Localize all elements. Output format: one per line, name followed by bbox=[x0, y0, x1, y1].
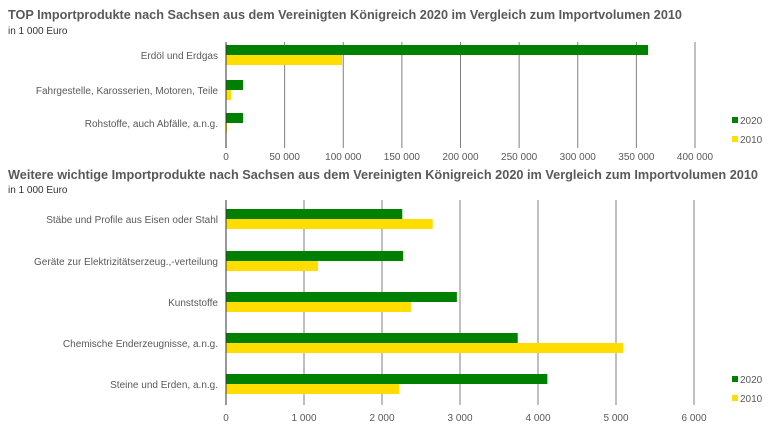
x-tick-label: 150 000 bbox=[384, 152, 421, 163]
bar-2020 bbox=[226, 45, 649, 55]
x-tick-label: 2 000 bbox=[369, 413, 394, 424]
bar-2010 bbox=[226, 90, 232, 100]
legend-swatch-2020 bbox=[732, 376, 738, 382]
chart2-title: Weitere wichtige Importprodukte nach Sac… bbox=[8, 167, 758, 182]
bar-2020 bbox=[226, 292, 457, 302]
category-label: Chemische Enderzeugnisse, a.n.g. bbox=[63, 339, 218, 350]
bar-2010 bbox=[226, 55, 343, 65]
x-tick-label: 1 000 bbox=[291, 413, 316, 424]
category-label: Erdöl und Erdgas bbox=[141, 51, 218, 62]
bar-2010 bbox=[226, 343, 624, 353]
legend-label-2010: 2010 bbox=[740, 135, 763, 146]
bar-2020 bbox=[226, 113, 244, 123]
x-tick-label: 3 000 bbox=[447, 413, 472, 424]
chart1-subtitle: in 1 000 Euro bbox=[8, 26, 68, 37]
bar-2010 bbox=[226, 261, 319, 271]
category-label: Fahrgestelle, Karosserien, Motoren, Teil… bbox=[36, 86, 219, 97]
bar-2010 bbox=[226, 302, 411, 312]
x-tick-label: 6 000 bbox=[681, 413, 706, 424]
legend-swatch-2010 bbox=[732, 395, 738, 401]
bar-2020 bbox=[226, 333, 518, 343]
legend-label-2020: 2020 bbox=[740, 375, 763, 386]
legend-swatch-2020 bbox=[732, 117, 738, 123]
x-tick-label: 0 bbox=[223, 152, 229, 163]
bar-2020 bbox=[226, 374, 548, 384]
x-tick-label: 100 000 bbox=[325, 152, 362, 163]
bar-2020 bbox=[226, 80, 244, 90]
x-tick-label: 5 000 bbox=[603, 413, 628, 424]
category-label: Kunststoffe bbox=[168, 298, 218, 309]
x-tick-label: 0 bbox=[223, 413, 229, 424]
bar-2020 bbox=[226, 251, 404, 261]
legend-swatch-2010 bbox=[732, 136, 738, 142]
category-label: Geräte zur Elektrizitätserzeug.,-verteil… bbox=[34, 257, 218, 268]
legend-label-2010: 2010 bbox=[740, 394, 763, 405]
x-tick-label: 400 000 bbox=[677, 152, 714, 163]
bar-2010 bbox=[226, 219, 433, 229]
x-tick-label: 50 000 bbox=[269, 152, 300, 163]
bar-2020 bbox=[226, 209, 403, 219]
x-tick-label: 4 000 bbox=[525, 413, 550, 424]
legend-label-2020: 2020 bbox=[740, 116, 763, 127]
x-tick-label: 200 000 bbox=[442, 152, 479, 163]
x-tick-label: 300 000 bbox=[560, 152, 597, 163]
bar-2010 bbox=[226, 384, 400, 394]
x-tick-label: 350 000 bbox=[618, 152, 655, 163]
x-tick-label: 250 000 bbox=[501, 152, 538, 163]
chart1-title: TOP Importprodukte nach Sachsen aus dem … bbox=[8, 7, 682, 22]
category-label: Steine und Erden, a.n.g. bbox=[110, 380, 218, 391]
category-label: Rohstoffe, auch Abfälle, a.n.g. bbox=[85, 119, 218, 130]
category-label: Stäbe und Profile aus Eisen oder Stahl bbox=[46, 215, 218, 226]
chart2-subtitle: in 1 000 Euro bbox=[8, 185, 68, 196]
